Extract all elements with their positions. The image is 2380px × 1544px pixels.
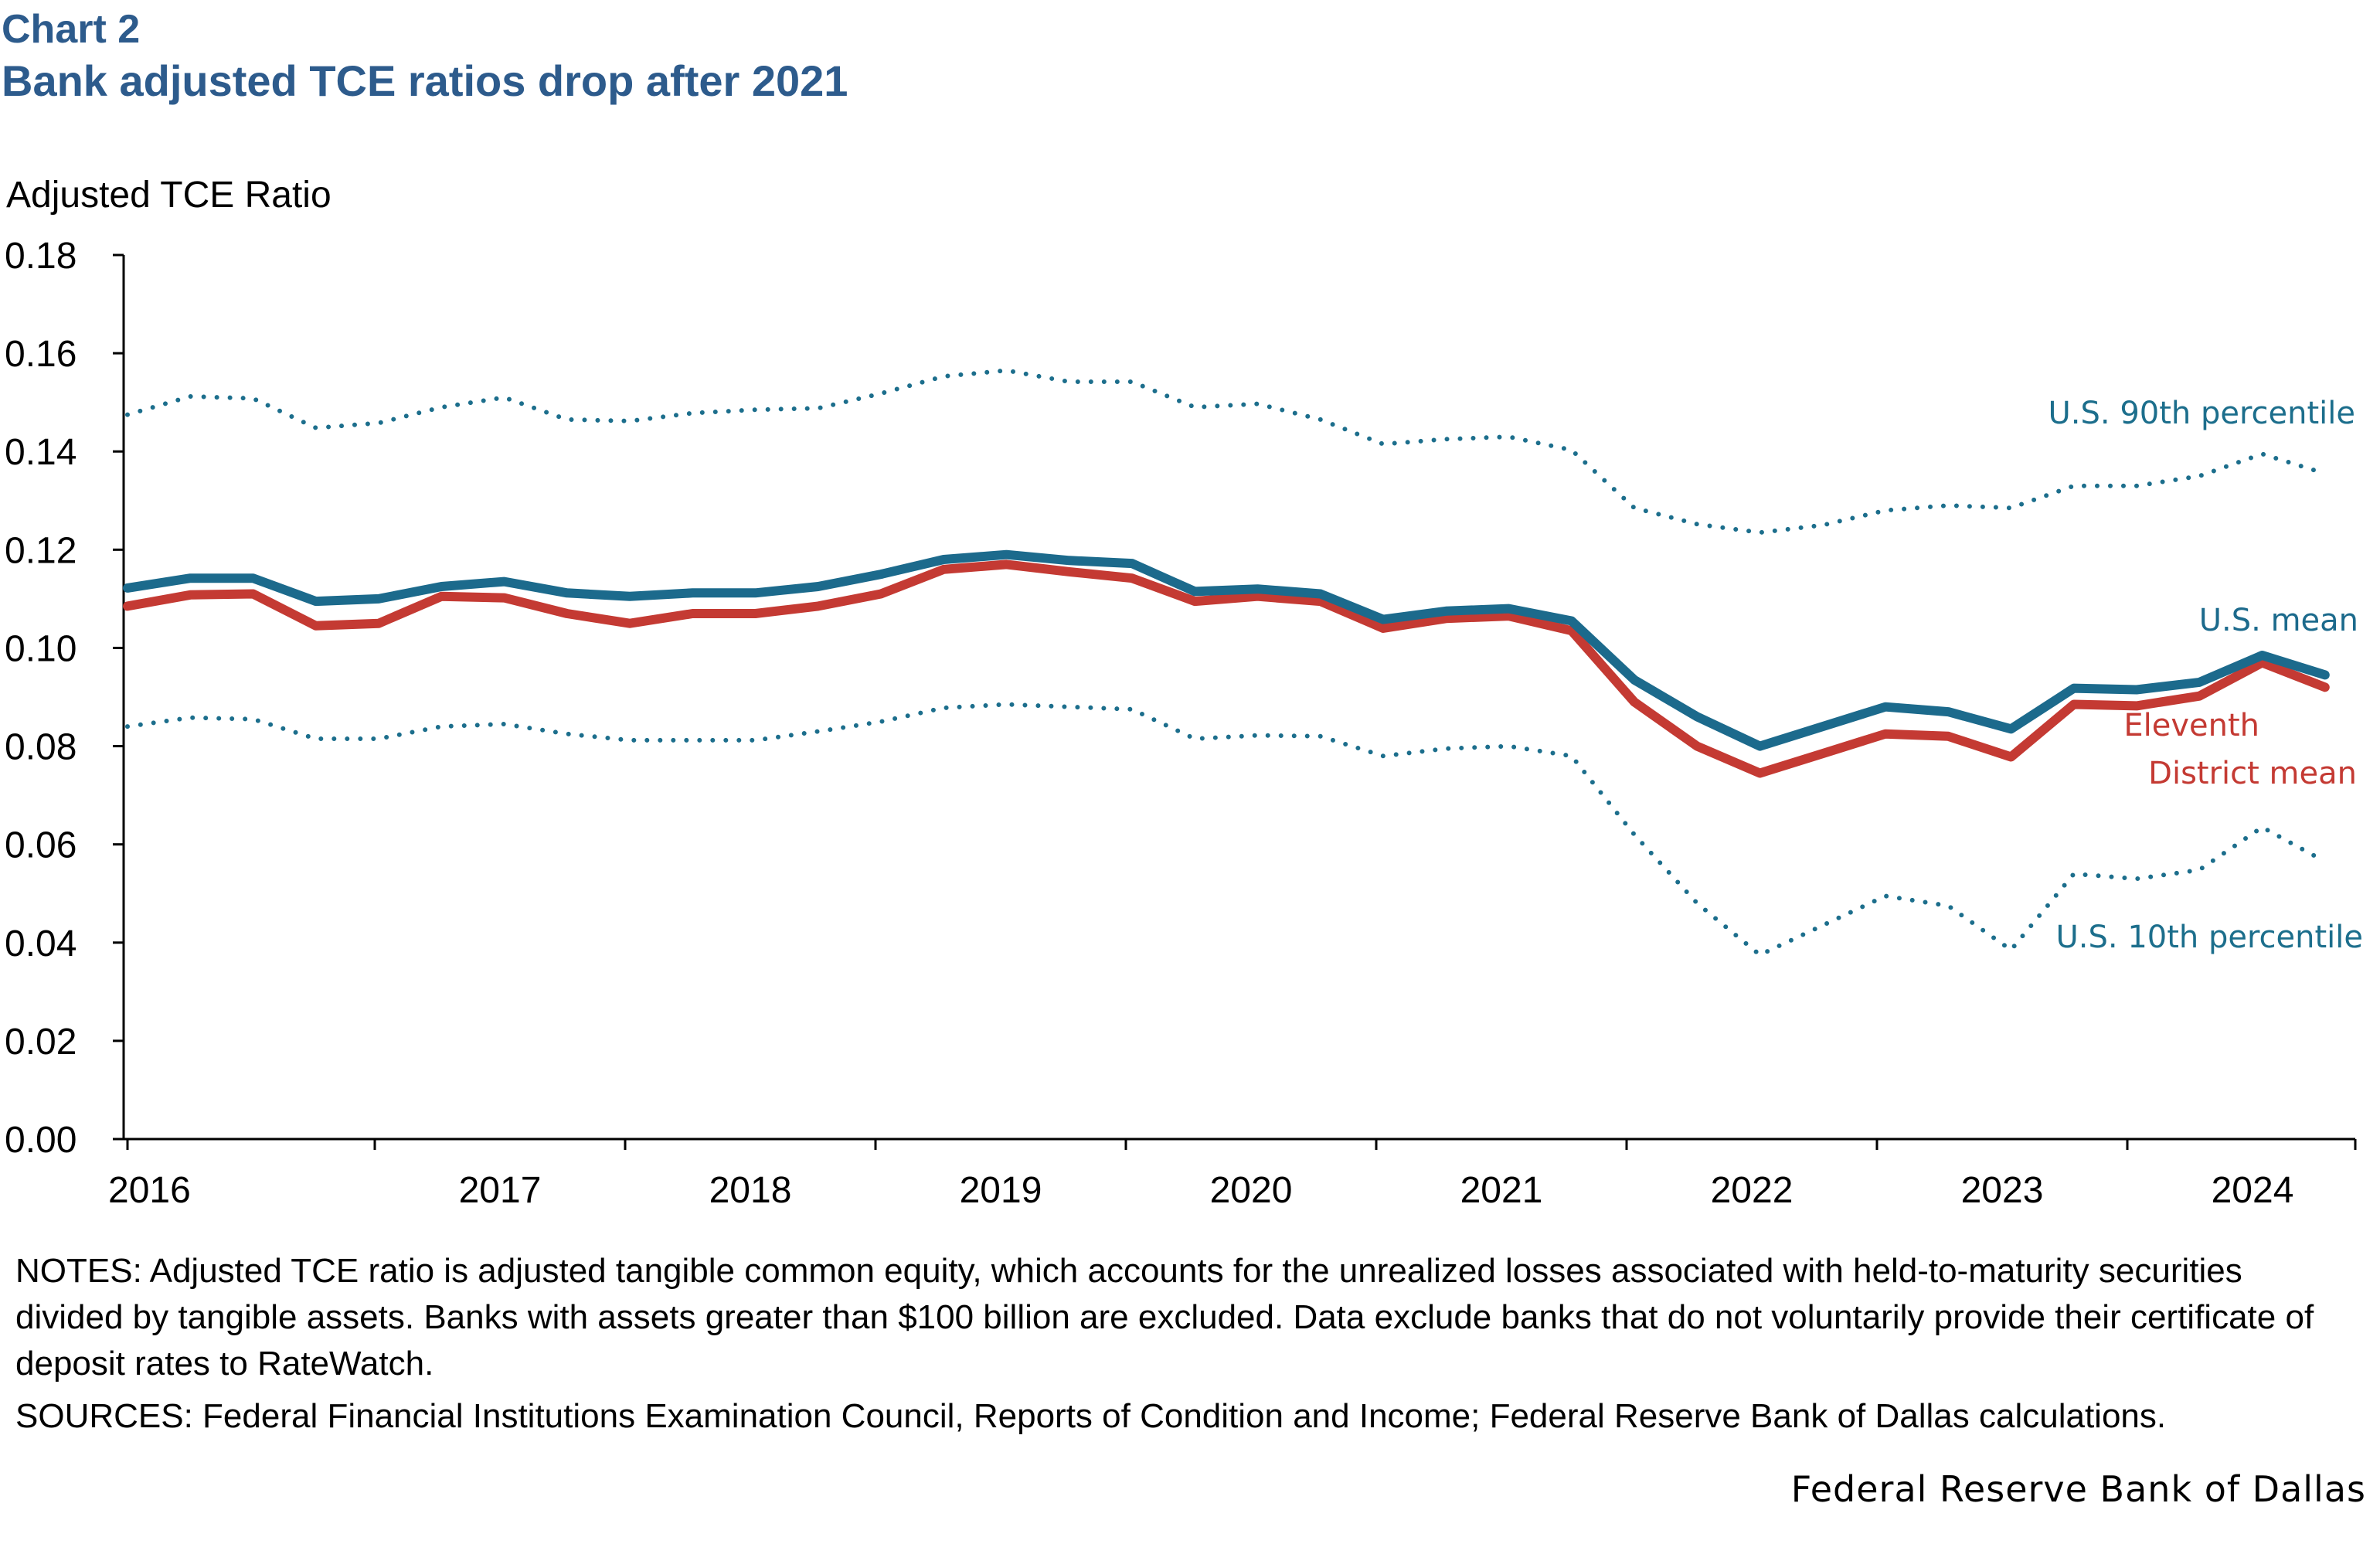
series-labels: U.S. 90th percentile U.S. mean Eleventh Dis… [2048, 396, 2364, 955]
line-chart: Adjusted TCE Ratio 0.000.020.040.060.080… [5, 175, 2364, 1211]
y-tick-label: 0.00 [5, 1120, 76, 1161]
notes-section: NOTES: Adjusted TCE ratio is adjusted ta… [15, 1248, 2349, 1446]
y-tick-label: 0.12 [5, 530, 76, 571]
label-us-10th-percentile: U.S. 10th percentile [2056, 920, 2364, 955]
y-axis: 0.00 0.02 0.04 0.06 0.08 0.10 0.12 0.14 0.16 0.18 [5, 236, 125, 1161]
u-s-mean-line [123, 549, 2330, 751]
x-tick-label: 2019 [960, 1170, 1042, 1211]
x-axis: 2016 2017 2018 2019 2020 2021 2022 2023 2024 [108, 1138, 2357, 1211]
chart-title: Bank adjusted TCE ratios drop after 2021 [2, 56, 848, 105]
x-tick-label: 2016 [108, 1170, 191, 1211]
label-eleventh-district-line1: Eleventh [2123, 708, 2259, 743]
x-tick-label: 2024 [2212, 1170, 2294, 1211]
title-block: Chart 2 Bank adjusted TCE ratios drop af… [2, 5, 848, 108]
label-us-90th-percentile: U.S. 90th percentile [2048, 396, 2356, 431]
y-tick-label: 0.14 [5, 432, 76, 473]
label-eleventh-district-line2: District mean [2148, 756, 2357, 791]
x-tick-label: 2018 [709, 1170, 792, 1211]
y-tick-label: 0.04 [5, 923, 76, 964]
chart-label: Chart 2 [2, 7, 141, 52]
notes-text: NOTES: Adjusted TCE ratio is adjusted ta… [15, 1252, 2314, 1382]
u-s-10th-percentile-line [125, 702, 2327, 957]
series-layer [123, 368, 2330, 957]
x-tick-label: 2020 [1210, 1170, 1293, 1211]
y-tick-label: 0.10 [5, 628, 76, 669]
y-tick-label: 0.02 [5, 1022, 76, 1063]
x-tick-label: 2022 [1711, 1170, 1794, 1211]
x-tick-label: 2021 [1460, 1170, 1543, 1211]
y-tick-label: 0.18 [5, 236, 76, 277]
sources-text: SOURCES: Federal Financial Institutions … [15, 1397, 2167, 1435]
x-tick-label: 2017 [459, 1170, 542, 1211]
y-tick-label: 0.08 [5, 727, 76, 768]
y-axis-label: Adjusted TCE Ratio [6, 175, 332, 216]
y-tick-label: 0.16 [5, 334, 76, 375]
u-s-90th-percentile-line [125, 368, 2327, 536]
x-tick-label: 2023 [1961, 1170, 2044, 1211]
eleventh-district-mean-line [123, 559, 2330, 778]
label-us-mean: U.S. mean [2199, 603, 2358, 638]
y-tick-label: 0.06 [5, 825, 76, 866]
footer-credit: Federal Reserve Bank of Dallas [1790, 1468, 2366, 1510]
